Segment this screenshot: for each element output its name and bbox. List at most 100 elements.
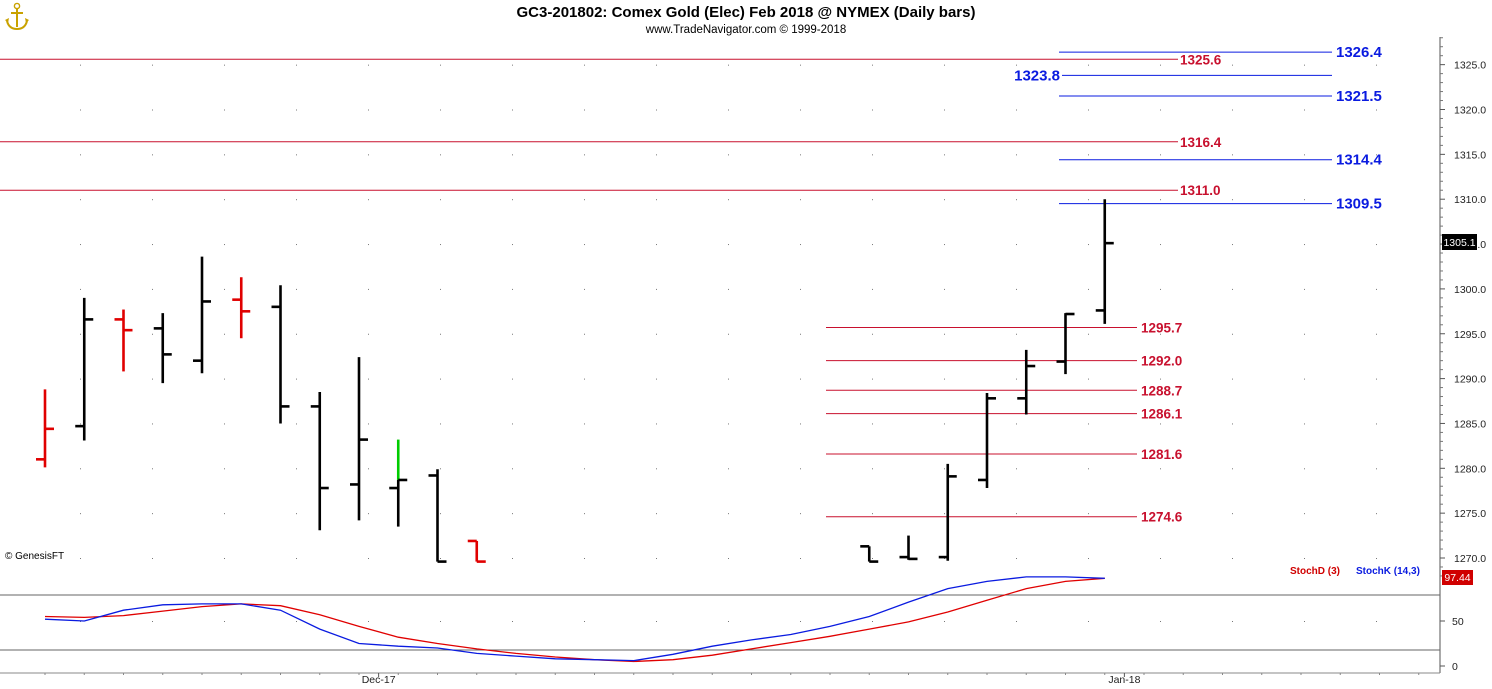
grid-dot	[368, 109, 369, 111]
grid-dot	[1376, 154, 1377, 156]
grid-dot	[584, 288, 585, 290]
grid-dot	[512, 333, 513, 335]
price-axis-label: 1270.0	[1454, 553, 1486, 565]
ohlc-bar	[271, 285, 290, 424]
anchor-logo-icon	[5, 2, 29, 31]
price-bars	[36, 199, 1114, 563]
grid-dot	[152, 558, 153, 559]
grid-dot	[1376, 288, 1377, 290]
grid-dot	[584, 468, 585, 470]
grid-dot	[656, 513, 657, 515]
grid-dot	[1016, 468, 1017, 470]
grid-dot	[1088, 468, 1089, 470]
grid-dot	[1088, 423, 1089, 425]
red-level-label: 1274.6	[1141, 510, 1183, 525]
grid-dot	[1304, 468, 1305, 470]
ohlc-bar	[75, 297, 94, 441]
grid-dot	[1016, 333, 1017, 335]
x-axis: Dec-17 Jan-18	[44, 673, 1420, 686]
grid-dot	[296, 64, 297, 66]
grid-dot	[1232, 333, 1233, 335]
grid-dot	[80, 378, 81, 380]
price-axis: 1270.0 1275.0 1280.0 1285.0 1290.0 1295.0 1300…	[1440, 37, 1486, 577]
grid-dot	[1232, 64, 1233, 66]
red-level-label: 1316.4	[1180, 135, 1222, 150]
grid-dot	[80, 423, 81, 425]
grid-dot	[728, 468, 729, 470]
grid-dot	[584, 154, 585, 156]
ohlc-bar	[193, 256, 211, 374]
grid-dot	[656, 288, 657, 290]
grid-dot	[296, 333, 297, 335]
grid-dot	[1016, 378, 1017, 380]
stoch-grid-dot	[944, 621, 945, 622]
grid-dot	[1304, 558, 1305, 559]
grid-dot	[944, 378, 945, 380]
grid-dot	[152, 288, 153, 290]
grid-dot	[1160, 288, 1161, 290]
stoch-axis-label: 50	[1452, 616, 1464, 628]
grid-dot	[224, 288, 225, 290]
stoch-grid-dot	[368, 621, 369, 622]
stoch-grid-dot	[728, 621, 729, 622]
grid-dot	[512, 513, 513, 515]
ohlc-bar	[350, 357, 368, 521]
grid-dot	[1016, 64, 1017, 66]
grid-dot	[1304, 109, 1305, 111]
grid-dot	[1016, 558, 1017, 559]
grid-dot	[656, 378, 657, 380]
price-axis-label: 1295.0	[1454, 329, 1486, 341]
grid-dot	[1376, 199, 1377, 201]
stoch-lines	[44, 576, 1105, 663]
stoch-line	[44, 576, 1105, 662]
grid-dot	[728, 109, 729, 111]
red-level-label: 1288.7	[1141, 383, 1182, 398]
watermark-text: © GenesisFT	[5, 551, 64, 562]
grid-dot	[224, 154, 225, 156]
ohlc-bar	[310, 392, 329, 531]
grid-dot	[152, 468, 153, 470]
grid-dot	[872, 154, 873, 156]
grid-dot	[512, 244, 513, 246]
grid-dot	[440, 513, 441, 515]
grid-dot	[656, 468, 657, 470]
grid-dot	[944, 333, 945, 335]
grid-dot	[1304, 64, 1305, 66]
grid-dot	[368, 378, 369, 380]
grid-dot	[80, 154, 81, 156]
grid-dot	[1160, 513, 1161, 515]
ohlc-bar	[114, 309, 133, 372]
grid-dot	[800, 468, 801, 470]
grid-dot	[512, 378, 513, 380]
price-grid	[80, 64, 1377, 559]
grid-dot	[944, 64, 945, 66]
last-price-box: 1305.1	[1442, 234, 1477, 250]
grid-dot	[1376, 333, 1377, 335]
red-level-label: 1281.6	[1141, 447, 1183, 462]
grid-dot	[656, 109, 657, 111]
grid-dot	[944, 154, 945, 156]
ohlc-bar	[899, 535, 918, 561]
grid-dot	[1304, 333, 1305, 335]
stoch-axis: 0 50	[1440, 616, 1464, 673]
grid-dot	[1304, 244, 1305, 246]
stoch-grid-dot	[872, 621, 873, 622]
grid-dot	[440, 64, 441, 66]
grid-dot	[368, 288, 369, 290]
grid-dot	[728, 154, 729, 156]
grid-dot	[1160, 333, 1161, 335]
grid-dot	[944, 513, 945, 515]
grid-dot	[80, 468, 81, 470]
grid-dot	[440, 154, 441, 156]
grid-dot	[656, 333, 657, 335]
stoch-grid-dot	[800, 621, 801, 622]
grid-dot	[1088, 513, 1089, 515]
price-axis-label: 1325.0	[1454, 60, 1486, 72]
grid-dot	[1088, 244, 1089, 246]
grid-dot	[1232, 199, 1233, 201]
grid-dot	[296, 378, 297, 380]
red-level-label: 1295.7	[1141, 320, 1182, 335]
grid-dot	[80, 64, 81, 66]
blue-level-label: 1309.5	[1336, 196, 1382, 213]
